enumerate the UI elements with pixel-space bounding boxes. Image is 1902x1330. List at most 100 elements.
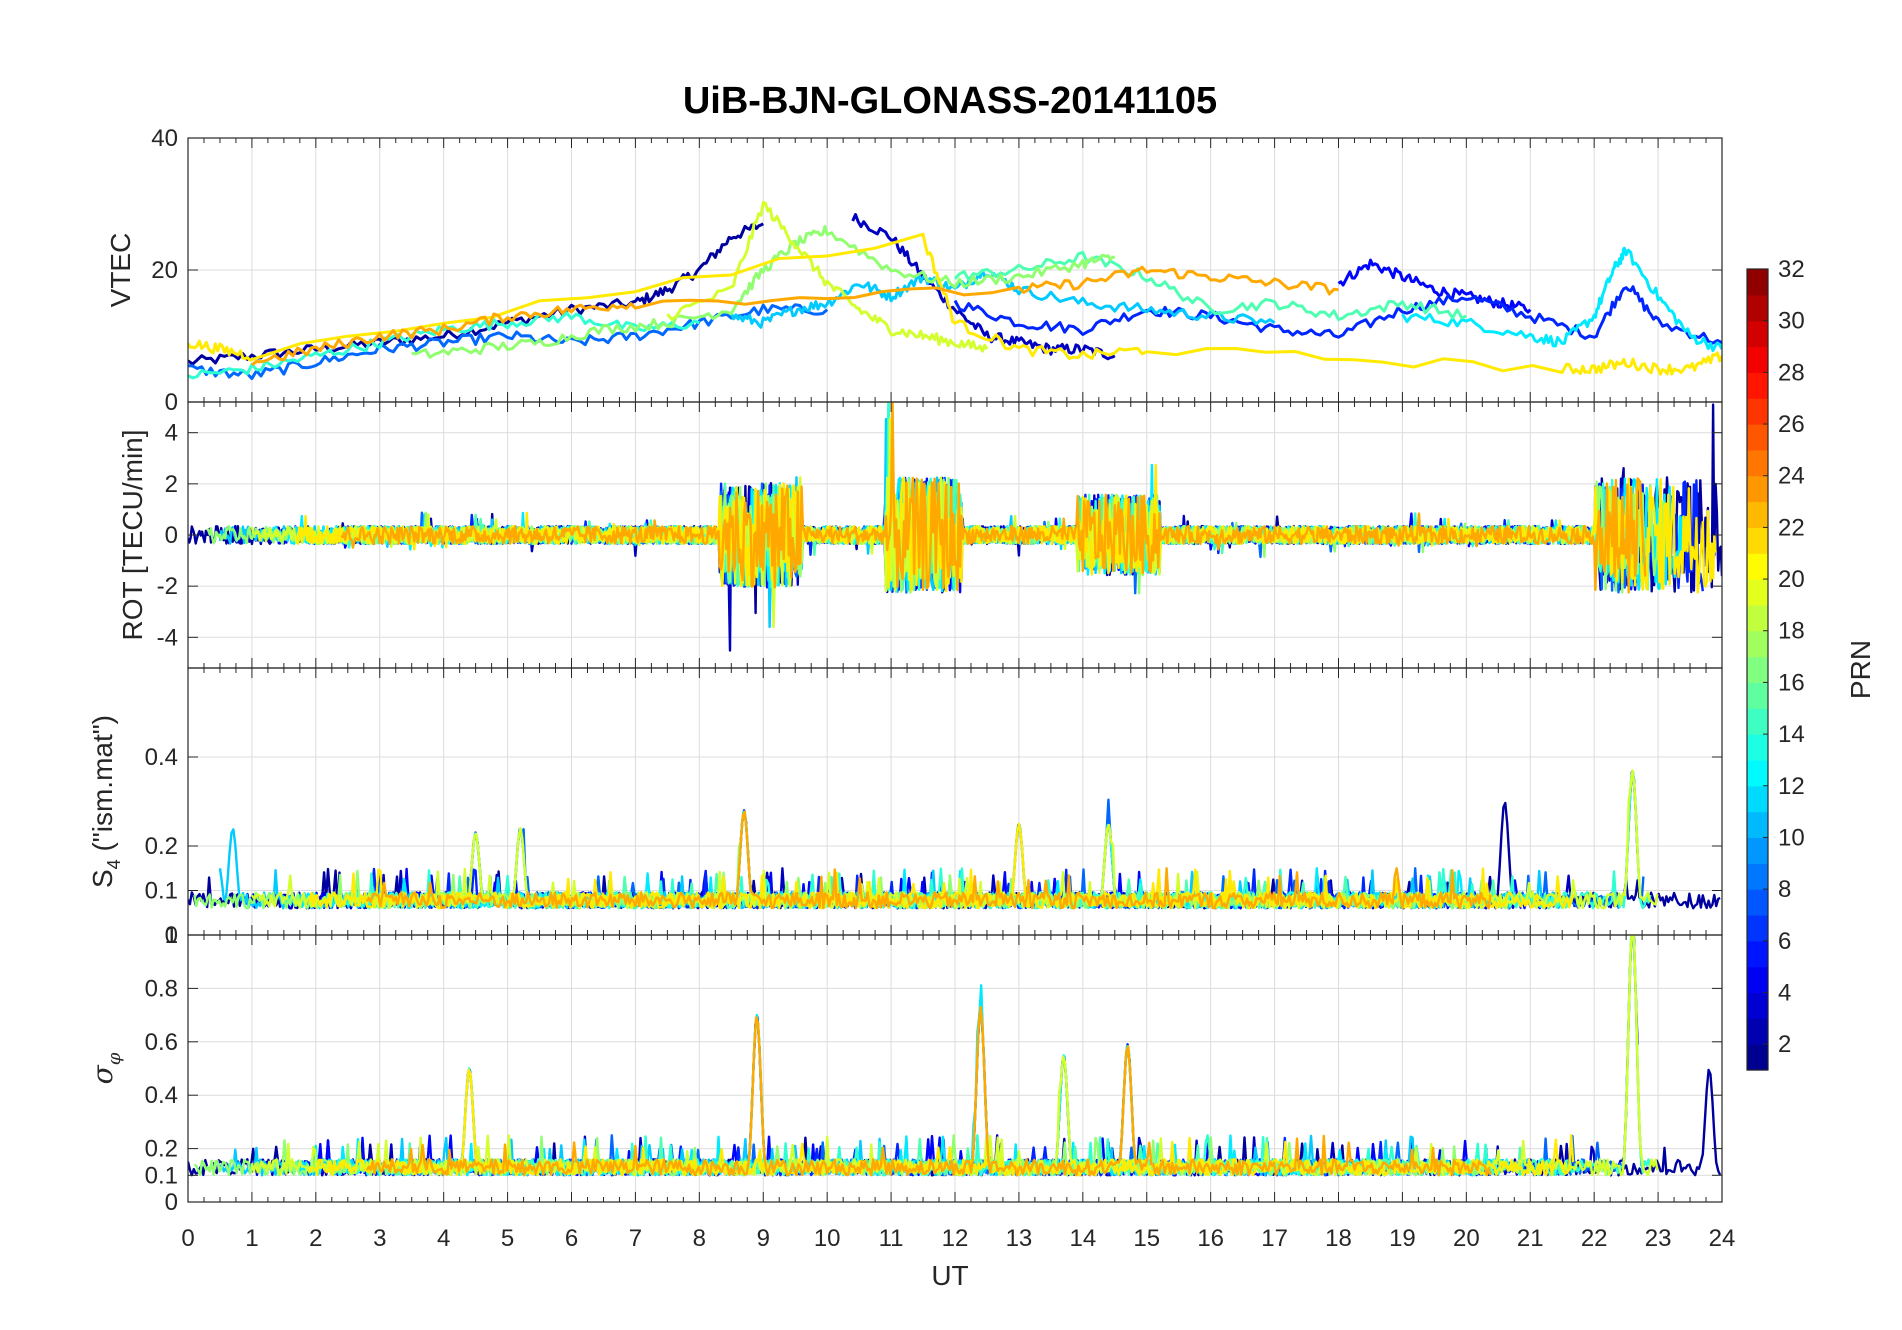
vtec-line-prn-21 xyxy=(188,232,1722,376)
vtec-line-prn-23 xyxy=(250,265,1339,367)
top-left-tick-label: 0 xyxy=(165,922,178,949)
y-tick-label: 0.1 xyxy=(145,878,178,905)
colorbar-segment xyxy=(1747,553,1768,580)
colorbar-segment xyxy=(1747,527,1768,554)
colorbar-segment xyxy=(1747,785,1768,813)
x-tick-label: 16 xyxy=(1197,1225,1224,1252)
x-tick-label: 14 xyxy=(1069,1225,1096,1252)
y-tick-label: 20 xyxy=(151,257,178,284)
colorbar-tick-label: 18 xyxy=(1778,618,1805,645)
y-tick-label: 0 xyxy=(165,1189,178,1216)
vtec-line-prn-15 xyxy=(953,250,1467,322)
colorbar-tick-label: 14 xyxy=(1778,721,1805,748)
x-tick-label: 8 xyxy=(693,1225,706,1252)
colorbar-tick-label: 12 xyxy=(1778,773,1805,800)
sigma_phi-line-prn-23 xyxy=(365,1005,1492,1177)
y-axis-label-vtec: VTEC xyxy=(105,233,136,308)
x-tick-label: 20 xyxy=(1453,1225,1480,1252)
vtec-line-prn-3 xyxy=(851,213,1116,361)
panel-rot: -4 -2 0 2 4 ROT [TECU/min] xyxy=(117,401,1723,669)
series-group xyxy=(188,402,1722,652)
colorbar-segment xyxy=(1747,992,1768,1019)
x-tick-label: 4 xyxy=(437,1225,450,1252)
x-tick-label: 18 xyxy=(1325,1225,1352,1252)
vtec-line-prn-5 xyxy=(1337,258,1532,314)
x-tick-label: 23 xyxy=(1645,1225,1672,1252)
colorbar-label: PRN xyxy=(1845,640,1876,699)
colorbar-tick-label: 24 xyxy=(1778,463,1805,490)
colorbar-tick-label: 22 xyxy=(1778,514,1805,541)
chart-title: UiB-BJN-GLONASS-20141105 xyxy=(683,80,1217,122)
colorbar-tick-label: 8 xyxy=(1778,876,1791,903)
colorbar-segment xyxy=(1747,682,1768,709)
y-tick-label: 0.2 xyxy=(145,833,178,860)
colorbar-segment xyxy=(1747,424,1768,451)
series-group xyxy=(188,769,1721,910)
colorbar-segment xyxy=(1747,372,1768,399)
colorbar-segment xyxy=(1747,889,1768,916)
x-tick-label: 11 xyxy=(879,1225,904,1252)
y-tick-label: 1 xyxy=(165,922,178,949)
series-group xyxy=(188,200,1722,381)
sigma_phi-line-prn-14 xyxy=(334,935,1652,1177)
colorbar-segment xyxy=(1747,630,1768,658)
x-tick-label: 0 xyxy=(181,1225,194,1252)
y-tick-label: 4 xyxy=(165,420,178,447)
y-tick-label: 0 xyxy=(165,389,178,416)
colorbar-segment xyxy=(1747,398,1768,425)
y-tick-label: 0.8 xyxy=(145,975,178,1002)
y-tick-label: 2 xyxy=(165,471,178,498)
panel-vtec: 0 20 40 VTEC xyxy=(105,125,1723,416)
x-tick-label: 6 xyxy=(565,1225,578,1252)
x-axis-label: UT xyxy=(931,1260,968,1291)
x-tick-label: 1 xyxy=(245,1225,258,1252)
colorbar-tick-label: 26 xyxy=(1778,411,1805,438)
y-tick-label: 0.2 xyxy=(145,1136,178,1163)
x-tick-label: 24 xyxy=(1709,1225,1736,1252)
x-tick-label: 3 xyxy=(373,1225,386,1252)
colorbar-tick-label: 28 xyxy=(1778,359,1805,386)
colorbar-tick-label: 32 xyxy=(1778,256,1805,283)
colorbar-tick-label: 30 xyxy=(1778,308,1805,335)
colorbar-segment xyxy=(1747,940,1768,968)
colorbar-segment xyxy=(1747,837,1768,864)
y-axis-label-s4: S4 ("ism.mat") xyxy=(87,715,124,888)
colorbar-segment xyxy=(1747,914,1768,942)
x-tick-label: 7 xyxy=(629,1225,642,1252)
colorbar-segment xyxy=(1747,1018,1768,1045)
colorbar-segment xyxy=(1747,734,1768,761)
colorbar-tick-label: 2 xyxy=(1778,1031,1791,1058)
y-tick-label: -4 xyxy=(157,624,178,651)
colorbar-tick-label: 16 xyxy=(1778,669,1805,696)
colorbar-segment xyxy=(1747,294,1768,322)
colorbar-segment xyxy=(1747,346,1768,373)
colorbar-segment xyxy=(1747,269,1768,296)
y-tick-label: 40 xyxy=(151,125,178,152)
s4-line-prn-23 xyxy=(365,810,1492,910)
x-tick-label: 9 xyxy=(757,1225,770,1252)
colorbar-segment xyxy=(1747,501,1768,528)
vtec-line-prn-14 xyxy=(188,311,700,380)
vtec-line-prn-12 xyxy=(1401,246,1722,353)
vtec-line-prn-17 xyxy=(411,225,1116,359)
vtec-line-prn-19 xyxy=(666,200,989,353)
colorbar-segment xyxy=(1747,966,1768,994)
colorbar-segment xyxy=(1747,863,1768,890)
x-tick-label: 22 xyxy=(1581,1225,1608,1252)
x-tick-label: 5 xyxy=(501,1225,514,1252)
rot-line-prn-23 xyxy=(340,402,1647,594)
colorbar-segment xyxy=(1747,579,1768,606)
colorbar-segment xyxy=(1747,811,1768,839)
x-tick-label: 21 xyxy=(1517,1225,1544,1252)
sigma_phi-line-prn-3 xyxy=(244,935,1639,1177)
y-tick-label: 0.1 xyxy=(145,1162,178,1189)
x-tick-label: 15 xyxy=(1133,1225,1160,1252)
y-tick-label: 0.4 xyxy=(145,744,178,771)
top-left-tick-label: 1 xyxy=(165,922,178,949)
y-tick-label: -2 xyxy=(157,573,178,600)
colorbar-segment xyxy=(1747,449,1768,477)
colorbar-frame xyxy=(1746,268,1769,1071)
